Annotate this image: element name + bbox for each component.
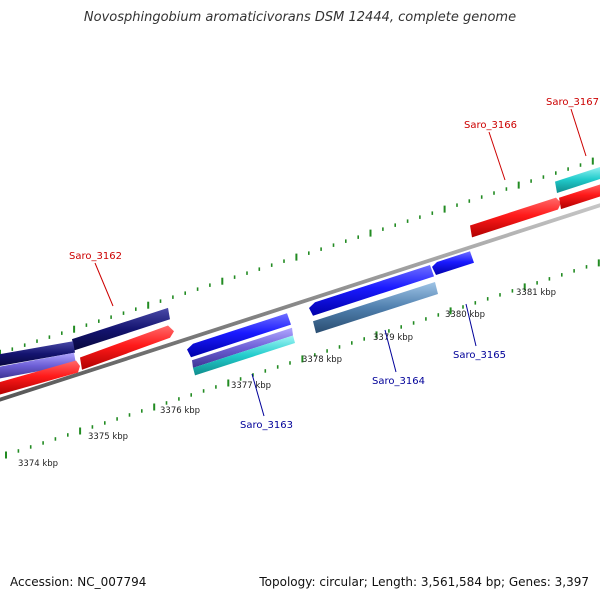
upper-tick-track — [0, 157, 594, 357]
tick-label: 3380 kbp — [445, 310, 485, 320]
backbone-line — [0, 203, 600, 402]
gene-left-purple-feature[interactable] — [0, 352, 76, 379]
leader-line-saro-3162 — [94, 262, 114, 307]
gene-saro-3165-arrow[interactable] — [432, 251, 474, 275]
gene-saro-3163-arrow[interactable] — [187, 313, 291, 358]
gene-saro-3166-arrow[interactable] — [470, 197, 561, 238]
tick-label: 3377 kbp — [231, 381, 271, 391]
tick-label: 3375 kbp — [88, 432, 128, 442]
tick-label: 3381 kbp — [516, 288, 556, 298]
gene-saro-3162-feature[interactable] — [72, 307, 170, 351]
gene-label-saro-3162[interactable]: Saro_3162 — [69, 251, 122, 262]
tick-label: 3379 kbp — [373, 333, 413, 343]
gene-saro-3167-feature[interactable] — [555, 165, 600, 193]
leader-line-saro-3166 — [488, 131, 506, 181]
tick-label: 3376 kbp — [160, 406, 200, 416]
gene-label-saro-3165[interactable]: Saro_3165 — [453, 350, 506, 361]
gene-saro-3163-cyan-feature[interactable] — [193, 335, 295, 376]
gene-saro-3167-arrow[interactable] — [559, 183, 600, 210]
gene-label-saro-3164[interactable]: Saro_3164 — [372, 376, 425, 387]
map-title: Novosphingobium aromaticivorans DSM 1244… — [83, 10, 517, 25]
tick-label: 3374 kbp — [18, 459, 58, 469]
gene-left-upper-feature[interactable] — [0, 341, 75, 366]
gene-left-red-arrow[interactable] — [0, 360, 80, 396]
leader-line-saro-3165 — [465, 303, 477, 347]
genome-summary-text: Topology: circular; Length: 3,561,584 bp… — [259, 575, 589, 589]
gene-saro-3164-feature[interactable] — [313, 282, 438, 334]
gene-label-saro-3166[interactable]: Saro_3166 — [464, 120, 517, 131]
gene-saro-3162-arrow[interactable] — [80, 325, 174, 370]
leader-line-saro-3164 — [384, 329, 397, 373]
leader-line-saro-3163 — [251, 373, 265, 417]
lower-tick-track — [5, 259, 600, 459]
tick-label-layer: 3374 kbp 3375 kbp 3376 kbp 3377 kbp 3378 kbp… — [18, 288, 556, 469]
gene-label-layer: Saro_3162 Saro_3163 Saro_3164 Saro_3165 Saro… — [69, 97, 599, 431]
gene-label-saro-3163[interactable]: Saro_3163 — [240, 420, 293, 431]
leader-line-saro-3167 — [570, 108, 587, 157]
tick-label: 3378 kbp — [302, 355, 342, 365]
accession-text: Accession: NC_007794 — [10, 575, 147, 589]
gene-label-saro-3167[interactable]: Saro_3167 — [546, 97, 599, 108]
gene-saro-3163-purple-feature[interactable] — [192, 327, 293, 368]
gene-saro-3164-arrow[interactable] — [309, 265, 434, 316]
